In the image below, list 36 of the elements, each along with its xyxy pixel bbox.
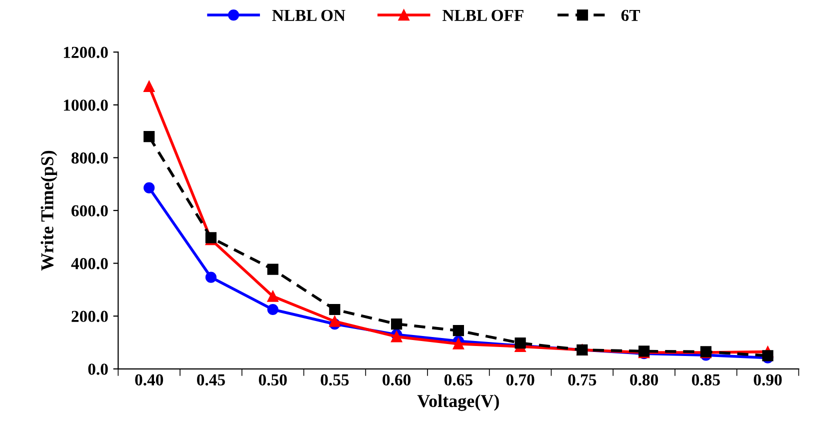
point <box>329 304 340 316</box>
y-tick-label: 0.0 <box>88 364 108 375</box>
point <box>144 80 155 92</box>
y-tick-label: 800.0 <box>72 152 108 164</box>
point <box>267 290 278 302</box>
x-tick-label: 0.60 <box>382 374 411 386</box>
point <box>144 182 155 194</box>
x-tick-label: 0.45 <box>197 374 225 386</box>
y-tick-label: 200.0 <box>72 310 108 322</box>
point <box>205 272 217 283</box>
x-tick-label: 0.70 <box>506 374 534 386</box>
x-axis-title: Voltage(V) <box>417 394 499 411</box>
point <box>267 264 278 275</box>
x-tick-label: 0.55 <box>320 374 349 386</box>
x-tick-label: 0.85 <box>692 374 720 386</box>
point <box>452 325 464 336</box>
y-tick-label: 1000.0 <box>64 100 108 111</box>
x-tick-label: 0.40 <box>135 374 164 386</box>
x-tick-label: 0.80 <box>630 374 658 386</box>
point <box>267 304 278 316</box>
y-axis-title: Write Time(pS) <box>40 150 58 271</box>
point <box>514 337 526 349</box>
legend-label: 6T <box>621 10 640 22</box>
legend-label: NLBL ON <box>272 10 346 22</box>
legend-label: NLBL OFF <box>442 10 524 22</box>
point <box>391 318 402 330</box>
y-tick-label: 1200.0 <box>64 46 108 58</box>
x-tick-label: 0.65 <box>444 374 472 386</box>
x-tick-label: 0.75 <box>568 374 596 386</box>
point <box>452 338 464 350</box>
point <box>329 316 340 327</box>
x-tick-label: 0.90 <box>754 374 782 386</box>
y-tick-label: 400.0 <box>71 258 108 270</box>
point <box>144 131 155 142</box>
y-tick-label: 600.0 <box>72 205 108 217</box>
x-tick-label: 0.50 <box>258 374 287 386</box>
